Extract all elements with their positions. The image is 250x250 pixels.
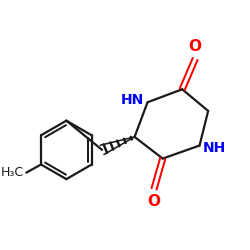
Text: O: O xyxy=(189,38,202,54)
Text: NH: NH xyxy=(203,141,226,155)
Text: HN: HN xyxy=(121,93,144,107)
Text: H₃C: H₃C xyxy=(1,166,24,179)
Text: O: O xyxy=(148,194,160,209)
